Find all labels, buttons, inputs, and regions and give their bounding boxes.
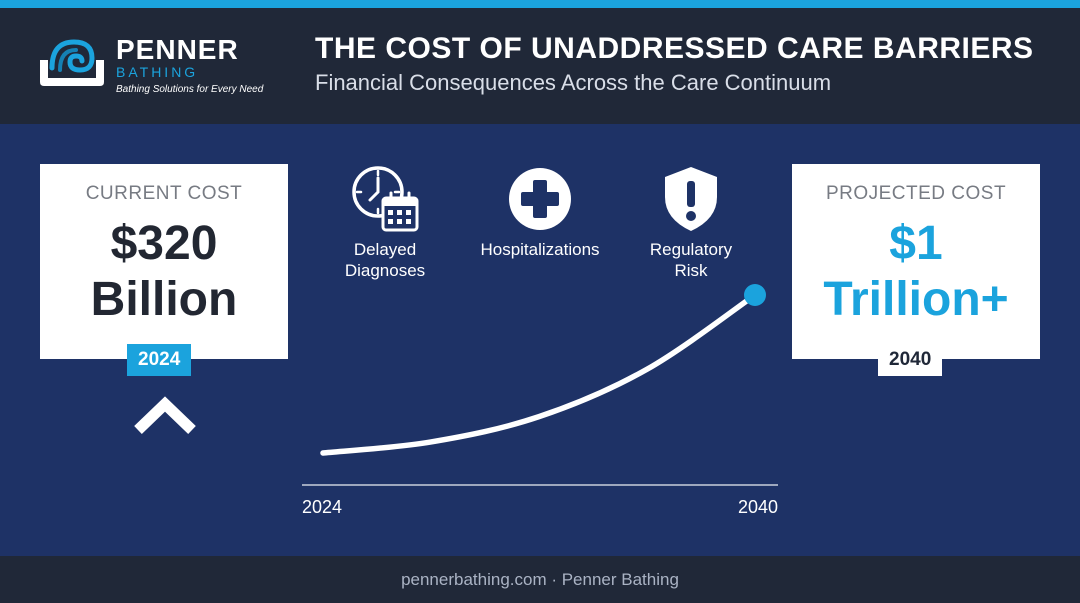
brand-name: PENNER — [116, 34, 239, 65]
current-cost-card: CURRENT COST $320 Billion — [40, 164, 288, 359]
projected-year-badge: 2040 — [878, 344, 943, 376]
shield-alert-icon — [665, 167, 717, 231]
projected-cost-value-line2: Trillion+ — [823, 273, 1009, 326]
footer-bar — [0, 556, 1080, 603]
medical-cross-icon — [509, 168, 571, 230]
x-tick-label: 2024 — [302, 497, 342, 517]
factor-label-line1: Regulatory — [649, 240, 733, 259]
projected-cost-value: $1 Trillion+ — [792, 216, 1040, 328]
current-cost-value-line2: Billion — [90, 273, 238, 326]
page-subtitle: Financial Consequences Across the Care C… — [315, 70, 832, 95]
chevron-up-icon — [134, 396, 196, 434]
top-accent-stripe — [0, 0, 1080, 8]
projected-cost-card: PROJECTED COST $1 Trillion+ — [792, 164, 1040, 359]
projected-cost-label: PROJECTED COST — [825, 183, 1007, 204]
current-cost-value: $320 Billion — [40, 216, 288, 328]
current-year-badge: 2024 — [127, 344, 192, 376]
factor-label-delayed-diagnoses: Delayed Diagnoses — [305, 239, 465, 281]
factor-label-regulatory-risk: Regulatory Risk — [611, 239, 771, 281]
current-cost-value-line1: $320 — [110, 217, 218, 270]
factor-label-line1: Hospitalizations — [480, 240, 600, 259]
x-tick-label: 2040 — [738, 497, 778, 517]
current-cost-label: CURRENT COST — [85, 183, 243, 204]
footer-text: pennerbathing.com · Penner Bathing — [401, 570, 679, 589]
clock-calendar-icon — [352, 166, 419, 232]
page-title: THE COST OF UNADDRESSED CARE BARRIERS — [315, 32, 1034, 65]
series-line — [320, 292, 758, 456]
factor-label-line2: Diagnoses — [344, 261, 426, 280]
series-end-point — [744, 284, 766, 306]
brand-sub: BATHING — [116, 64, 199, 80]
brand-tagline: Bathing Solutions for Every Need — [116, 84, 264, 95]
header-bar — [0, 8, 1080, 124]
projected-cost-value-line1: $1 — [889, 217, 943, 270]
factor-label-hospitalizations: Hospitalizations — [460, 239, 620, 260]
penner-wave-logo-icon — [40, 39, 104, 86]
factor-label-line1: Delayed — [353, 240, 417, 259]
cost-growth-chart: 2024 2040 — [302, 284, 778, 517]
factor-label-line2: Risk — [674, 261, 708, 280]
